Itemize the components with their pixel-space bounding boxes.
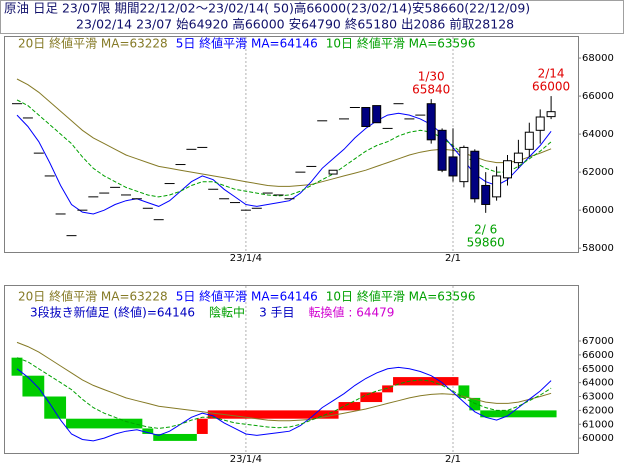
annotation-date: 2/14 bbox=[538, 67, 565, 81]
candle-body bbox=[524, 131, 534, 150]
y-tick-label: 60000 bbox=[582, 433, 614, 444]
brick bbox=[458, 385, 470, 398]
x-tick-label: 23/1/4 bbox=[230, 454, 262, 465]
annotation-value: 59860 bbox=[467, 235, 505, 249]
y-tick-label: 67000 bbox=[582, 336, 614, 347]
candle-body bbox=[448, 156, 458, 177]
ma-line bbox=[16, 341, 552, 422]
brick bbox=[382, 385, 394, 393]
legend-entry: 5日 終値平滑 MA=64146 bbox=[176, 289, 318, 304]
y-tick-label: 65000 bbox=[582, 364, 614, 375]
y-tick-label: 68000 bbox=[582, 53, 614, 64]
legend-entry: 10日 終値平滑 MA=63596 bbox=[326, 36, 476, 51]
brick bbox=[44, 396, 67, 419]
status-text: 3 手目 bbox=[259, 306, 294, 320]
brick bbox=[153, 433, 197, 441]
candle-body bbox=[372, 105, 382, 124]
y-tick-label: 66000 bbox=[582, 350, 614, 361]
ma-line bbox=[16, 366, 552, 442]
candle-body bbox=[361, 106, 371, 128]
annotation-date: 2/ 6 bbox=[474, 222, 497, 236]
candle-body bbox=[503, 160, 512, 179]
candle-body bbox=[481, 184, 491, 205]
brick bbox=[196, 418, 208, 434]
x-tick-label: 23/1/4 bbox=[230, 253, 262, 264]
brick bbox=[207, 410, 339, 419]
candle-body bbox=[535, 116, 545, 131]
brick bbox=[393, 377, 459, 386]
y-tick-label: 64000 bbox=[582, 378, 614, 389]
brick bbox=[480, 410, 557, 418]
y-tick-label: 64000 bbox=[582, 129, 614, 140]
x-tick-label: 2/1 bbox=[445, 454, 461, 465]
status-text: 陰転中 bbox=[209, 305, 245, 320]
candle-body bbox=[492, 175, 502, 198]
x-tick-label: 2/1 bbox=[445, 253, 461, 264]
y-tick-label: 61000 bbox=[582, 419, 614, 430]
candle-body bbox=[437, 129, 447, 171]
plot bbox=[11, 78, 557, 442]
legend-entry: 5日 終値平滑 MA=64146 bbox=[176, 36, 318, 51]
brick bbox=[469, 397, 481, 411]
grid bbox=[245, 37, 581, 453]
header-box bbox=[0, 0, 624, 34]
candle-body bbox=[513, 152, 523, 164]
y-tick-label: 60000 bbox=[582, 205, 614, 216]
labels: 58000 60000 62000 64000 66000 68000 23/1/4 2/1 2… bbox=[18, 36, 614, 466]
header-line-2: 23/02/14 23/07 始64920 高66000 安64790 終651… bbox=[76, 17, 514, 32]
header-line-1: 原油 日足 23/07限 期間22/12/02～23/02/14( 50)高66… bbox=[4, 1, 530, 16]
legend-entry: 20日 終値平滑 MA=63228 bbox=[18, 36, 168, 51]
candle-body bbox=[546, 111, 556, 118]
y-tick-label: 66000 bbox=[582, 91, 614, 102]
brick bbox=[360, 392, 383, 403]
brick bbox=[338, 402, 361, 411]
legend-entry: 10日 終値平滑 MA=63596 bbox=[326, 289, 476, 304]
status-text: 転換値 : 64479 bbox=[309, 305, 395, 320]
candle-body bbox=[459, 146, 469, 183]
y-tick-label: 58000 bbox=[582, 243, 614, 254]
ma-line bbox=[16, 357, 552, 429]
status-text: 3段抜き新値足 (終値)=64146 bbox=[30, 305, 195, 320]
legend-entry: 20日 終値平滑 MA=63228 bbox=[18, 289, 168, 304]
y-tick-label: 62000 bbox=[582, 405, 614, 416]
annotation-value: 66000 bbox=[532, 80, 570, 94]
candle-body bbox=[470, 150, 480, 200]
brick bbox=[66, 418, 143, 429]
y-tick-label: 63000 bbox=[582, 392, 614, 403]
annotation-value: 65840 bbox=[412, 83, 450, 97]
brick bbox=[22, 375, 45, 397]
y-tick-label: 62000 bbox=[582, 167, 614, 178]
annotation-date: 1/30 bbox=[418, 70, 445, 84]
candle-body bbox=[426, 103, 436, 141]
brick bbox=[142, 428, 154, 434]
top-panel bbox=[4, 36, 579, 253]
candle-body bbox=[328, 169, 338, 175]
brick bbox=[11, 357, 23, 376]
